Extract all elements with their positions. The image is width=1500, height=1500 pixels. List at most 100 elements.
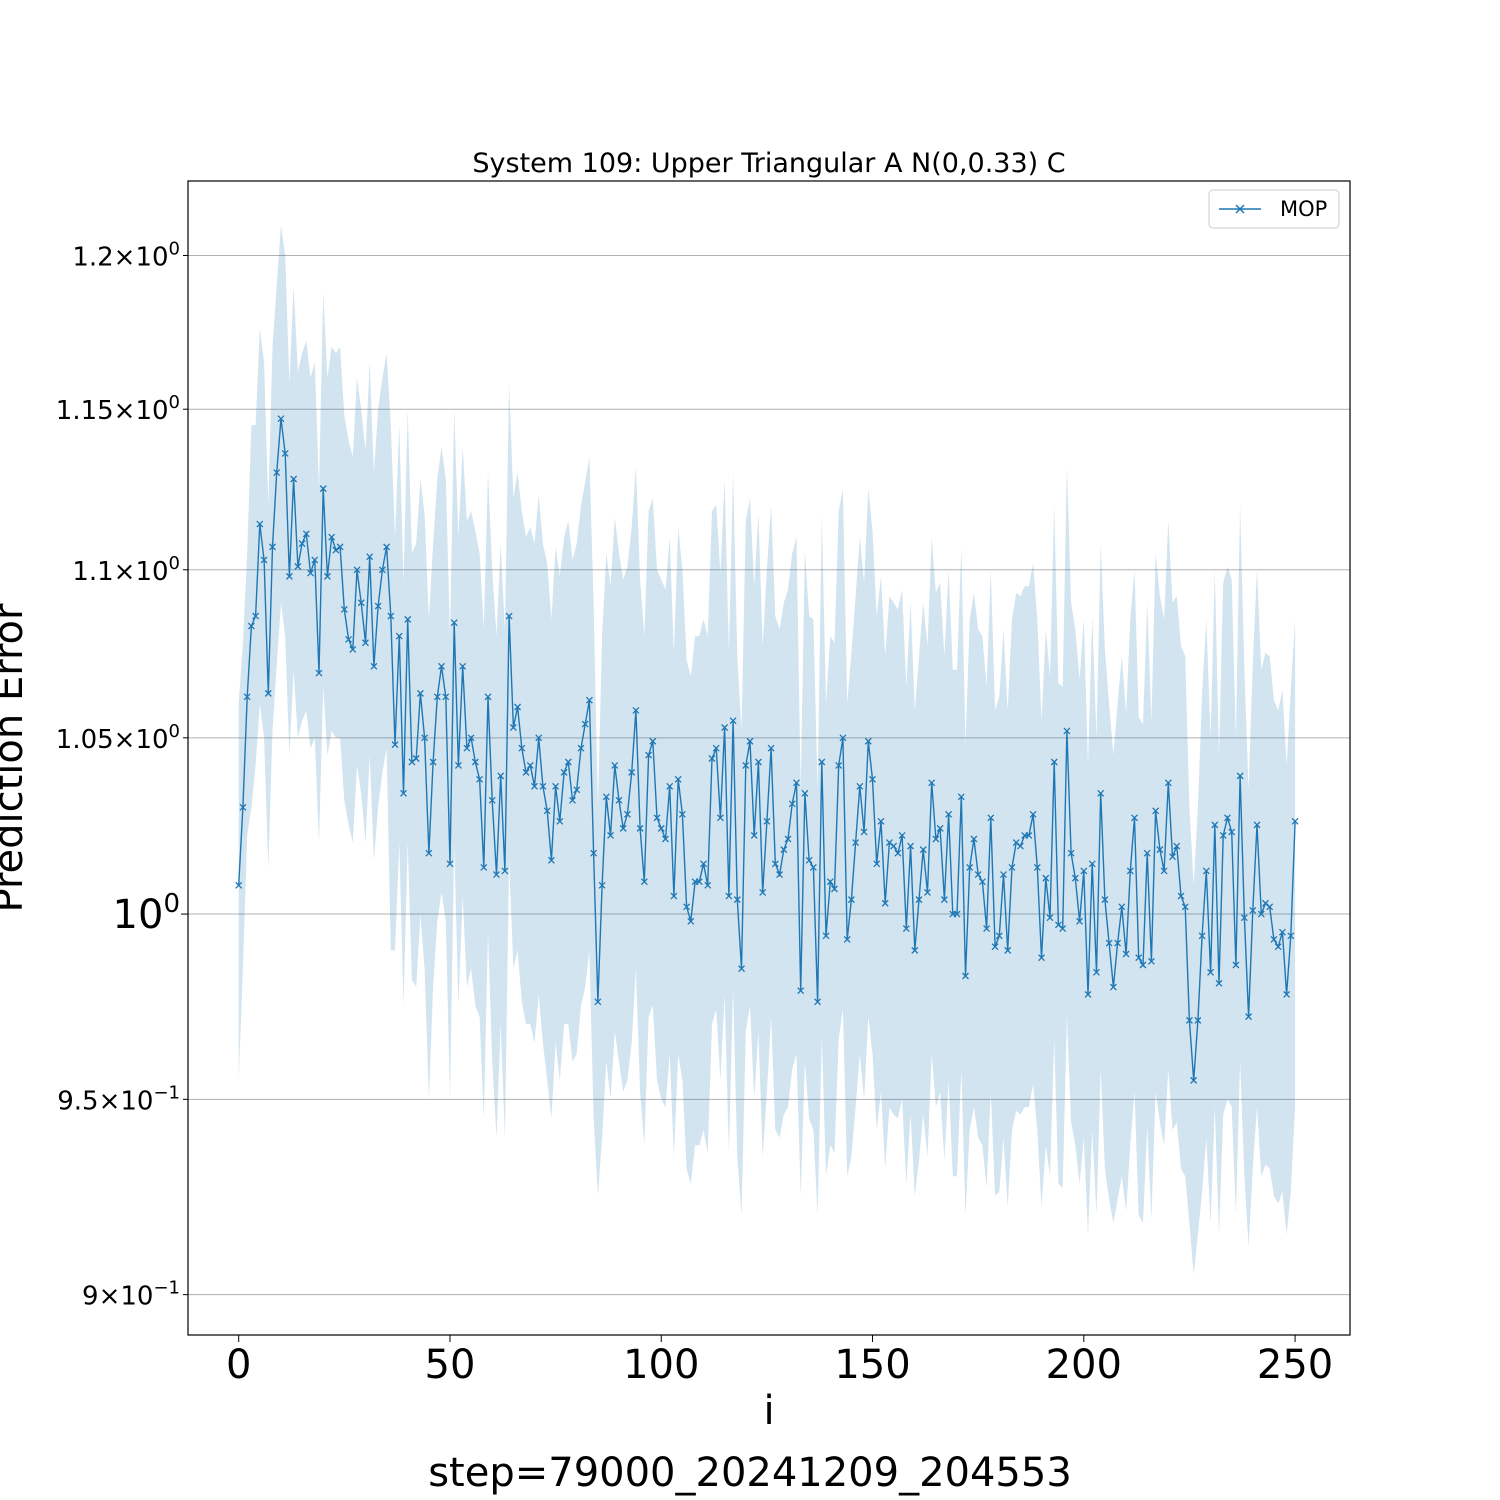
data-point [923,888,931,896]
data-point [1109,983,1117,991]
data-point [328,533,336,541]
data-point [932,835,940,843]
data-point [1164,779,1172,787]
data-point [809,863,817,871]
data-point [784,835,792,843]
y-tick-label: 9.5×10−1 [57,1082,180,1116]
data-point [1143,849,1151,857]
data-point [835,761,843,769]
data-point [1169,853,1176,861]
data-point [1076,917,1084,925]
data-point [514,703,522,711]
y-tick-label: 9×10−1 [82,1278,180,1312]
data-point [1016,842,1024,850]
data-point [1152,807,1160,815]
data-point [285,572,293,580]
x-axis-label: i [763,1388,774,1434]
data-point [438,662,445,670]
data-point [273,469,281,477]
data-point [607,831,615,839]
data-point [1033,863,1041,871]
data-point [831,885,838,893]
data-point [662,835,669,843]
data-point [391,741,399,749]
data-point [1245,1013,1253,1021]
data-point [1177,892,1185,900]
data-point [936,824,944,832]
data-point [594,998,602,1006]
data-point [1257,910,1265,918]
data-point [907,842,915,850]
x-tick-label: 0 [226,1342,251,1388]
legend-marker-mop [1235,204,1245,214]
data-point [902,925,910,932]
data-point [742,761,750,769]
data-point [290,475,298,483]
data-point [585,696,593,704]
data-point [277,415,285,423]
data-point [353,566,361,574]
data-point [1194,1016,1202,1024]
x-tick-label: 250 [1257,1342,1333,1388]
data-point [598,881,606,889]
data-point [721,724,729,731]
data-point [302,530,310,538]
data-point [573,786,581,794]
data-point [281,449,289,457]
data-point [788,800,796,808]
data-point [894,849,902,857]
data-point [864,737,872,745]
data-point [235,881,243,889]
data-point [619,824,627,832]
data-point [311,556,319,564]
data-point [991,943,999,951]
data-point [683,903,691,911]
confidence-band-mop [238,225,1296,1275]
data-point [357,599,365,607]
data-point [628,768,636,776]
data-point [252,612,260,620]
data-point [459,662,467,670]
data-point [1228,828,1236,836]
data-point [1131,814,1138,822]
data-point [404,615,412,623]
data-point [1029,810,1037,818]
data-point [657,824,665,832]
error-band [238,225,1296,1275]
data-point [869,775,876,783]
data-point [687,917,695,925]
data-point [974,871,982,879]
data-point [590,849,598,857]
data-point [700,860,707,868]
data-point [412,755,420,762]
data-point [340,605,348,613]
data-point [556,817,564,825]
data-point [243,693,251,701]
data-point [953,910,961,918]
data-point [1219,831,1227,839]
data-point [247,622,255,630]
data-point [881,899,889,907]
data-point [978,878,986,886]
data-point [666,782,674,790]
data-point [446,860,454,868]
data-point [738,965,745,973]
data-point [1114,939,1122,947]
data-point [383,543,391,551]
x-tick-label: 200 [1046,1342,1122,1388]
data-point [1126,867,1134,875]
data-point [725,892,733,900]
data-point [505,612,513,620]
data-point [526,761,534,769]
y-axis-ticks: 9×10−1 9.5×10−1 100 1.05×100 1.1×100 1.15×100… [56,238,188,1312]
plot-frame [187,180,1351,1336]
data-point [480,863,488,871]
data-point [653,814,661,822]
data-point [1253,821,1261,829]
y-tick-label: 1.2×100 [72,238,180,272]
data-point [323,572,331,580]
data-point [294,563,302,570]
data-point [395,632,403,640]
data-point [543,807,551,815]
